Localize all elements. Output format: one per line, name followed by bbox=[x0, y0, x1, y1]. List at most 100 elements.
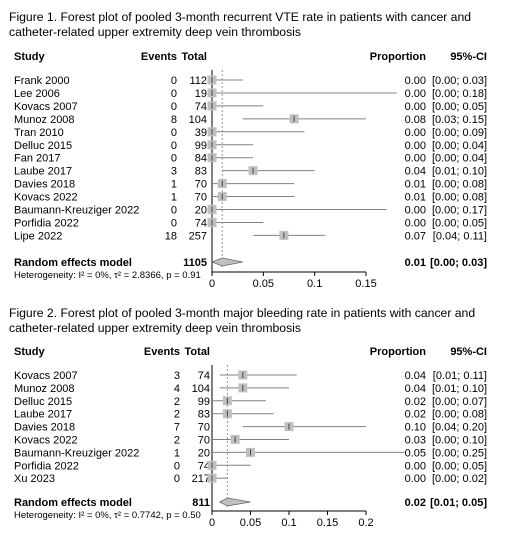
study-total: 83 bbox=[198, 409, 210, 421]
header-proportion: Proportion bbox=[370, 51, 426, 63]
study-total: 257 bbox=[189, 230, 207, 242]
study-ci: [0.00; 0.04] bbox=[432, 153, 487, 165]
study-events: 18 bbox=[165, 230, 177, 242]
x-tick-label: 0.05 bbox=[240, 517, 261, 529]
study-ci: [0.00; 0.03] bbox=[432, 75, 487, 87]
study-ci: [0.00; 0.25] bbox=[432, 447, 487, 459]
study-events: 2 bbox=[174, 435, 180, 447]
study-proportion: 0.01 bbox=[405, 192, 426, 204]
x-tick-label: 0.15 bbox=[317, 517, 338, 529]
study-proportion: 0.00 bbox=[405, 75, 426, 87]
study-proportion: 0.03 bbox=[405, 435, 426, 447]
x-tick-label: 0.2 bbox=[358, 517, 373, 529]
study-total: 83 bbox=[195, 166, 207, 178]
study-ci: [0.00; 0.10] bbox=[432, 435, 487, 447]
study-total: 70 bbox=[198, 435, 210, 447]
study-total: 39 bbox=[195, 127, 207, 139]
study-total: 70 bbox=[195, 192, 207, 204]
study-proportion: 0.10 bbox=[405, 422, 426, 434]
study-ci: [0.01; 0.10] bbox=[432, 166, 487, 178]
x-tick-label: 0.05 bbox=[253, 278, 274, 290]
x-tick-label: 0 bbox=[209, 278, 215, 290]
study-proportion: 0.04 bbox=[405, 383, 426, 395]
study-events: 4 bbox=[174, 383, 180, 395]
study-total: 99 bbox=[195, 140, 207, 152]
header-study: Study bbox=[14, 51, 45, 63]
study-name: Tran 2010 bbox=[14, 127, 64, 139]
study-name: Kovacs 2007 bbox=[14, 101, 78, 113]
study-total: 20 bbox=[195, 205, 207, 217]
study-events: 0 bbox=[171, 75, 177, 87]
pooled-total: 1105 bbox=[183, 257, 207, 269]
pooled-diamond bbox=[210, 257, 243, 267]
study-total: 104 bbox=[189, 114, 207, 126]
study-events: 1 bbox=[171, 192, 177, 204]
pooled-ci: [0.01; 0.05] bbox=[430, 497, 487, 509]
header-events: Events bbox=[144, 346, 180, 358]
study-proportion: 0.02 bbox=[405, 409, 426, 421]
study-ci: [0.01; 0.11] bbox=[433, 370, 487, 382]
study-events: 3 bbox=[171, 166, 177, 178]
study-name: Frank 2000 bbox=[14, 75, 70, 87]
study-proportion: 0.04 bbox=[405, 166, 426, 178]
study-ci: [0.01; 0.10] bbox=[432, 383, 487, 395]
study-ci: [0.00; 0.18] bbox=[432, 88, 487, 100]
pooled-label: Random effects model bbox=[14, 497, 132, 509]
study-ci: [0.00; 0.08] bbox=[432, 179, 487, 191]
heterogeneity-text: Heterogeneity: I² = 0%, τ² = 0.7742, p =… bbox=[14, 510, 201, 521]
study-total: 20 bbox=[198, 447, 210, 459]
study-ci: [0.00; 0.02] bbox=[432, 473, 487, 485]
study-events: 3 bbox=[174, 370, 180, 382]
study-proportion: 0.00 bbox=[405, 140, 426, 152]
study-name: Delluc 2015 bbox=[14, 140, 72, 152]
study-events: 0 bbox=[174, 460, 180, 472]
study-events: 0 bbox=[171, 88, 177, 100]
study-total: 112 bbox=[189, 75, 207, 87]
study-total: 19 bbox=[195, 88, 207, 100]
study-name: Delluc 2015 bbox=[14, 396, 72, 408]
study-ci: [0.00; 0.05] bbox=[432, 101, 487, 113]
study-total: 104 bbox=[192, 383, 210, 395]
pooled-proportion: 0.02 bbox=[405, 497, 426, 509]
study-proportion: 0.00 bbox=[405, 205, 426, 217]
study-total: 74 bbox=[195, 217, 207, 229]
study-total: 217 bbox=[192, 473, 210, 485]
pooled-proportion: 0.01 bbox=[405, 257, 426, 269]
study-events: 0 bbox=[171, 205, 177, 217]
study-name: Laube 2017 bbox=[14, 166, 72, 178]
study-ci: [0.04; 0.11] bbox=[433, 230, 487, 242]
study-name: Baumann-Kreuziger 2022 bbox=[14, 205, 139, 217]
study-events: 0 bbox=[171, 140, 177, 152]
study-events: 7 bbox=[174, 422, 180, 434]
pooled-ci: [0.00; 0.03] bbox=[430, 257, 487, 269]
forest-plot-1: Study Events Total Proportion 95%-CI Frank 20… bbox=[14, 51, 487, 290]
study-name: Davies 2018 bbox=[14, 422, 75, 434]
study-name: Porfidia 2022 bbox=[14, 217, 79, 229]
study-name: Baumann-Kreuziger 2022 bbox=[14, 447, 139, 459]
study-total: 74 bbox=[198, 370, 210, 382]
study-total: 74 bbox=[195, 101, 207, 113]
study-total: 70 bbox=[195, 179, 207, 191]
study-name: Davies 2018 bbox=[14, 179, 75, 191]
study-proportion: 0.02 bbox=[405, 396, 426, 408]
header-proportion: Proportion bbox=[370, 346, 426, 358]
header-total: Total bbox=[182, 51, 207, 63]
study-proportion: 0.00 bbox=[405, 88, 426, 100]
study-name: Lee 2006 bbox=[14, 88, 60, 100]
study-events: 1 bbox=[174, 447, 180, 459]
study-proportion: 0.00 bbox=[405, 460, 426, 472]
study-ci: [0.04; 0.20] bbox=[432, 422, 487, 434]
study-events: 8 bbox=[171, 114, 177, 126]
pooled-total: 811 bbox=[192, 497, 210, 509]
study-name: Porfidia 2022 bbox=[14, 460, 79, 472]
header-ci: 95%-CI bbox=[450, 51, 487, 63]
x-tick-label: 0.15 bbox=[355, 278, 376, 290]
study-proportion: 0.07 bbox=[405, 230, 426, 242]
study-ci: [0.00; 0.17] bbox=[432, 205, 487, 217]
study-events: 2 bbox=[174, 396, 180, 408]
study-proportion: 0.00 bbox=[405, 153, 426, 165]
header-events: Events bbox=[141, 51, 177, 63]
study-ci: [0.00; 0.05] bbox=[432, 217, 487, 229]
study-name: Kovacs 2007 bbox=[14, 370, 78, 382]
study-ci: [0.03; 0.15] bbox=[432, 114, 487, 126]
